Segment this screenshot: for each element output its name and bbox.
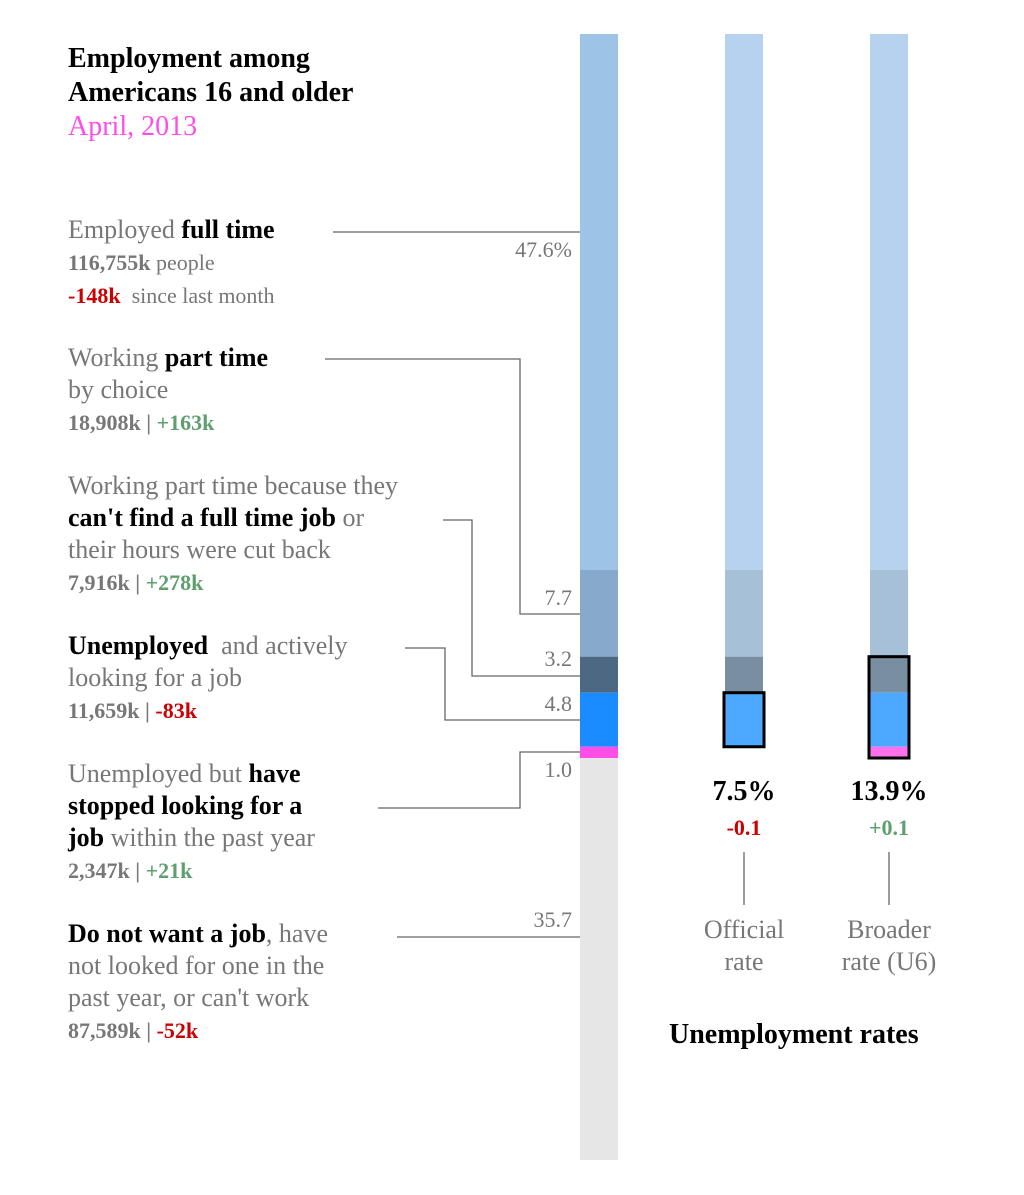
rates-title: Unemployment rates	[669, 1019, 919, 1050]
title: Employment among Americans 16 and older Ap…	[68, 43, 354, 142]
broader-rate-highlight	[867, 655, 911, 760]
connector-stopped	[378, 751, 580, 809]
value-label: 35.7	[533, 907, 573, 932]
bar-segment-main	[580, 692, 618, 747]
label-part-time: Working part time by choice 18,908k | +1…	[68, 343, 269, 435]
bar-segment-broader	[870, 746, 908, 759]
broader-rate-label: Broader rate (U6)	[841, 915, 937, 976]
bar-segment-official	[725, 656, 763, 693]
bar-segment-main	[580, 656, 618, 693]
broader-rate-value: 13.9%	[850, 776, 928, 807]
value-label: 47.6%	[515, 237, 572, 262]
bar-segment-main	[580, 34, 618, 570]
label-stopped-looking: Unemployed but have stopped looking for …	[68, 759, 315, 883]
value-label: 3.2	[544, 646, 573, 671]
official-rate-highlight	[722, 691, 766, 749]
bar-segment-main	[580, 746, 618, 759]
bar-segment-official	[725, 569, 763, 657]
bar-segment-broader	[870, 569, 908, 657]
value-label: 7.7	[544, 585, 573, 610]
connector-part-time	[325, 358, 580, 615]
broader-rate-change: +0.1	[868, 815, 910, 840]
official-rate-change: -0.1	[726, 815, 762, 840]
connector-cant-find	[443, 519, 580, 677]
bar-segment-broader	[870, 34, 908, 570]
bar-segment-broader	[870, 692, 908, 747]
label-full-time: Employed full time 116,755k people -148k…	[68, 215, 275, 308]
bar-segment-broader	[870, 656, 908, 693]
bar-segment-main	[580, 758, 618, 1160]
connector-unemployed	[405, 647, 580, 721]
official-rate-label: Official rate	[703, 915, 785, 976]
bar-segment-official	[725, 34, 763, 570]
bar-segment-main	[580, 569, 618, 657]
label-not-want-job: Do not want a job, have not looked for o…	[68, 919, 329, 1043]
value-label: 4.8	[544, 691, 573, 716]
bar-segment-official	[725, 692, 763, 747]
title-date: April, 2013	[68, 111, 198, 142]
label-cant-find: Working part time because they can't fin…	[68, 471, 399, 595]
value-label: 1.0	[544, 757, 573, 782]
label-unemployed: Unemployed and actively looking for a jo…	[68, 631, 348, 723]
official-rate-value: 7.5%	[712, 776, 776, 807]
